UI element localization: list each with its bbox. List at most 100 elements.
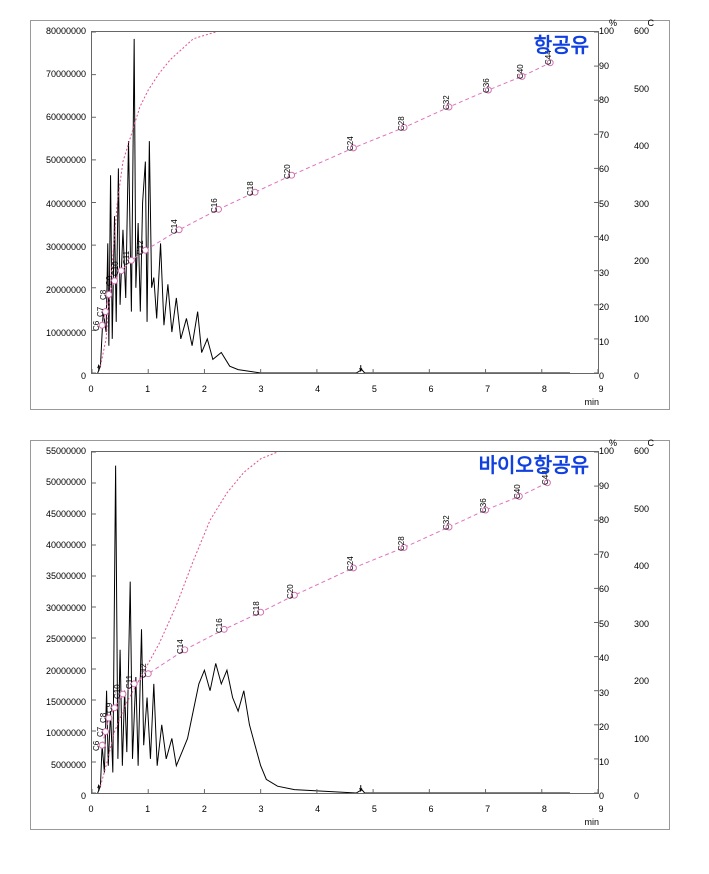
- carbon-label: C18: [246, 181, 255, 196]
- plot-area-1: [91, 31, 599, 374]
- y3-tick: 400: [634, 561, 659, 571]
- y1-tick: 40000000: [31, 199, 86, 209]
- plot-svg-1: [92, 32, 598, 373]
- carbon-label: C40: [513, 484, 522, 499]
- y3-tick: 0: [634, 791, 659, 801]
- y2-unit-2: %: [609, 438, 617, 448]
- carbon-label: C8: [99, 289, 108, 299]
- carbon-label: C16: [210, 199, 219, 214]
- carbon-label: C32: [442, 95, 451, 110]
- carbon-label: C9: [105, 703, 114, 713]
- y1-tick: 40000000: [31, 540, 86, 550]
- y3-tick: 600: [634, 446, 659, 456]
- carbon-label: C20: [286, 584, 295, 599]
- y1-tick: 70000000: [31, 69, 86, 79]
- y1-tick: 35000000: [31, 571, 86, 581]
- carbon-label: C11: [122, 251, 131, 265]
- carbon-label: C28: [397, 536, 406, 551]
- x-tick: 7: [485, 384, 490, 394]
- y1-tick: 15000000: [31, 697, 86, 707]
- y2-tick: 80: [599, 95, 619, 105]
- y2-tick: 60: [599, 584, 619, 594]
- y1-tick: 55000000: [31, 446, 86, 456]
- y2-tick: 70: [599, 130, 619, 140]
- carbon-label: C32: [442, 515, 451, 530]
- y1-tick: 10000000: [31, 728, 86, 738]
- y2-unit-1: %: [609, 18, 617, 28]
- carbon-label: C20: [283, 164, 292, 179]
- x-tick: 9: [598, 804, 603, 814]
- x-tick: 1: [145, 384, 150, 394]
- carbon-label: C14: [176, 639, 185, 654]
- y3-tick: 200: [634, 676, 659, 686]
- y1-tick: 30000000: [31, 242, 86, 252]
- y2-tick: 30: [599, 268, 619, 278]
- carbon-label: C7: [96, 727, 105, 737]
- y2-tick: 0: [599, 371, 619, 381]
- carbon-label: C10: [111, 261, 120, 276]
- y1-tick: 50000000: [31, 477, 86, 487]
- carbon-label: C24: [346, 137, 355, 152]
- y1-tick: 0: [31, 371, 86, 381]
- chart-panel-1: 항공유 C6C7C8C9C10C11C12C14C16C18C20C24C28C…: [30, 20, 670, 410]
- x-tick: 7: [485, 804, 490, 814]
- y1-tick: 60000000: [31, 112, 86, 122]
- y1-tick: 50000000: [31, 155, 86, 165]
- chart-container: 항공유 C6C7C8C9C10C11C12C14C16C18C20C24C28C…: [0, 0, 709, 874]
- x-tick: 2: [202, 804, 207, 814]
- y3-unit-2: C: [648, 438, 655, 448]
- y1-tick: 20000000: [31, 285, 86, 295]
- carbon-label: C24: [346, 557, 355, 572]
- y3-tick: 600: [634, 26, 659, 36]
- y2-tick: 60: [599, 164, 619, 174]
- carbon-label: C11: [125, 675, 134, 689]
- y3-unit-1: C: [648, 18, 655, 28]
- x-tick: 4: [315, 804, 320, 814]
- x-tick: 3: [258, 804, 263, 814]
- y2-tick: 90: [599, 481, 619, 491]
- carbon-label: C6: [92, 320, 101, 330]
- y1-tick: 25000000: [31, 634, 86, 644]
- x-tick: 5: [372, 384, 377, 394]
- x-tick: 2: [202, 384, 207, 394]
- y2-tick: 20: [599, 722, 619, 732]
- y3-tick: 100: [634, 734, 659, 744]
- carbon-label: C16: [215, 619, 224, 634]
- y1-tick: 0: [31, 791, 86, 801]
- x-tick: 6: [428, 804, 433, 814]
- carbon-label: C7: [96, 307, 105, 317]
- y2-tick: 80: [599, 515, 619, 525]
- y2-tick: 20: [599, 302, 619, 312]
- y3-tick: 500: [634, 84, 659, 94]
- carbon-label: C14: [170, 219, 179, 234]
- x-tick: 0: [88, 804, 93, 814]
- carbon-label: C10: [113, 684, 122, 699]
- y1-tick: 5000000: [31, 760, 86, 770]
- y2-tick: 40: [599, 653, 619, 663]
- carbon-label: C18: [252, 601, 261, 616]
- y1-tick: 20000000: [31, 666, 86, 676]
- chart-title-2: 바이오항공유: [479, 449, 589, 478]
- y2-tick: 10: [599, 757, 619, 767]
- y2-tick: 40: [599, 233, 619, 243]
- y2-tick: 50: [599, 619, 619, 629]
- y2-tick: 30: [599, 688, 619, 698]
- x-tick: 5: [372, 804, 377, 814]
- x-tick: 1: [145, 804, 150, 814]
- y3-tick: 500: [634, 504, 659, 514]
- x-tick: 3: [258, 384, 263, 394]
- carbon-label: C8: [99, 713, 108, 723]
- plot-svg-2: [92, 452, 598, 793]
- carbon-label: C9: [105, 276, 114, 286]
- plot-area-2: [91, 451, 599, 794]
- carbon-label: C12: [139, 664, 148, 679]
- y2-tick: 70: [599, 550, 619, 560]
- x-tick: 8: [542, 804, 547, 814]
- carbon-label: C40: [516, 64, 525, 79]
- carbon-label: C36: [479, 498, 488, 513]
- y3-tick: 200: [634, 256, 659, 266]
- y1-tick: 10000000: [31, 328, 86, 338]
- y2-tick: 0: [599, 791, 619, 801]
- x-tick: 0: [88, 384, 93, 394]
- y3-tick: 300: [634, 199, 659, 209]
